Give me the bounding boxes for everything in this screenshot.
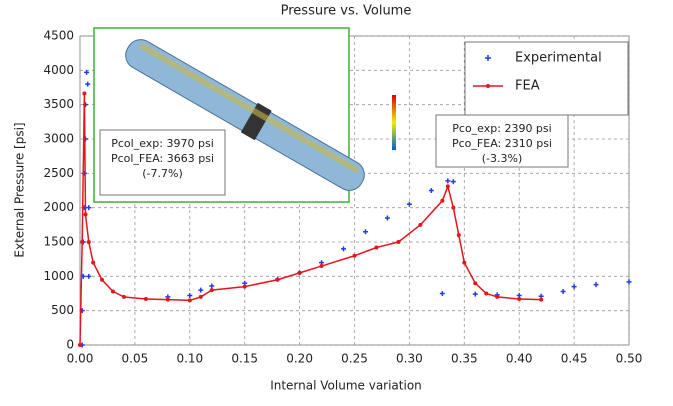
point [560, 288, 566, 294]
point [362, 229, 368, 235]
y-tick-label: 1500 [43, 235, 74, 249]
point [462, 260, 467, 265]
point [165, 297, 170, 302]
point [242, 284, 247, 289]
point [187, 298, 192, 303]
point [374, 245, 379, 250]
x-tick-label: 0.45 [561, 352, 588, 366]
x-tick-label: 0.40 [506, 352, 533, 366]
point [275, 277, 280, 282]
point [85, 81, 91, 87]
annotation-text: Pcol_exp: 3970 psi [111, 137, 214, 150]
annotation-text: Pcol_FEA: 3663 psi [111, 152, 214, 165]
x-tick-label: 0.05 [122, 352, 149, 366]
point [143, 296, 148, 301]
legend-label: Experimental [515, 51, 602, 66]
annotation-text: Pco_exp: 2390 psi [452, 122, 551, 135]
x-tick-label: 0.50 [616, 352, 643, 366]
point [571, 284, 577, 290]
point [80, 240, 85, 244]
y-tick-label: 0 [66, 338, 74, 352]
point [86, 205, 92, 211]
point [445, 184, 450, 189]
x-tick-label: 0.30 [396, 352, 423, 366]
point [209, 283, 215, 289]
point [406, 201, 412, 207]
x-tick-label: 0.10 [176, 352, 203, 366]
point [472, 291, 478, 297]
point [86, 273, 92, 279]
legend-swatch [486, 84, 490, 88]
x-tick-label: 0.25 [341, 352, 368, 366]
y-tick-label: 1000 [43, 269, 74, 283]
point [473, 281, 478, 286]
point [83, 212, 88, 217]
annotation-box [99, 129, 226, 196]
point [99, 277, 104, 282]
point [445, 178, 451, 184]
annotation-text: (-7.7%) [142, 167, 183, 180]
point [428, 188, 434, 193]
point [439, 291, 445, 296]
point [86, 240, 91, 244]
point [341, 246, 347, 252]
point [198, 287, 204, 293]
point [396, 240, 401, 244]
chart-title: Pressure vs. Volume [281, 4, 412, 19]
point [209, 288, 214, 293]
point [319, 264, 324, 269]
point [121, 294, 126, 299]
legend-box [464, 41, 629, 116]
x-axis-label: Internal Volume variation [270, 379, 422, 393]
point [78, 343, 82, 347]
x-tick-label: 0.00 [67, 352, 94, 366]
y-tick-label: 2500 [43, 166, 74, 180]
point [418, 222, 423, 227]
series-line [79, 93, 542, 346]
x-tick-label: 0.20 [286, 352, 313, 366]
point [91, 260, 96, 265]
annotation-text: (-3.3%) [482, 152, 523, 165]
point [384, 215, 390, 221]
annotation-box [435, 114, 569, 168]
point [484, 291, 489, 296]
legend-label: FEA [515, 79, 540, 94]
point [440, 198, 445, 203]
point [539, 297, 544, 302]
point [450, 179, 456, 185]
legend-swatch [485, 55, 491, 61]
y-tick-label: 3500 [43, 97, 74, 111]
point [198, 294, 203, 299]
y-axis-label: External Pressure [psi] [13, 122, 27, 257]
point [82, 91, 87, 96]
point [517, 296, 522, 301]
annotation-text: Pco_FEA: 2310 psi [452, 137, 552, 150]
y-tick-label: 4500 [43, 29, 74, 43]
point [451, 205, 456, 210]
point [593, 282, 599, 288]
point [626, 279, 632, 285]
point [352, 253, 357, 258]
point [456, 233, 461, 238]
point [297, 270, 302, 275]
point [110, 289, 115, 294]
y-tick-label: 500 [51, 303, 74, 317]
x-tick-label: 0.15 [231, 352, 258, 366]
y-tick-label: 4000 [43, 63, 74, 77]
y-tick-label: 3000 [43, 132, 74, 146]
point [495, 294, 500, 299]
y-tick-label: 2000 [43, 200, 74, 214]
x-tick-label: 0.35 [451, 352, 478, 366]
point [187, 293, 193, 299]
point [84, 69, 90, 75]
